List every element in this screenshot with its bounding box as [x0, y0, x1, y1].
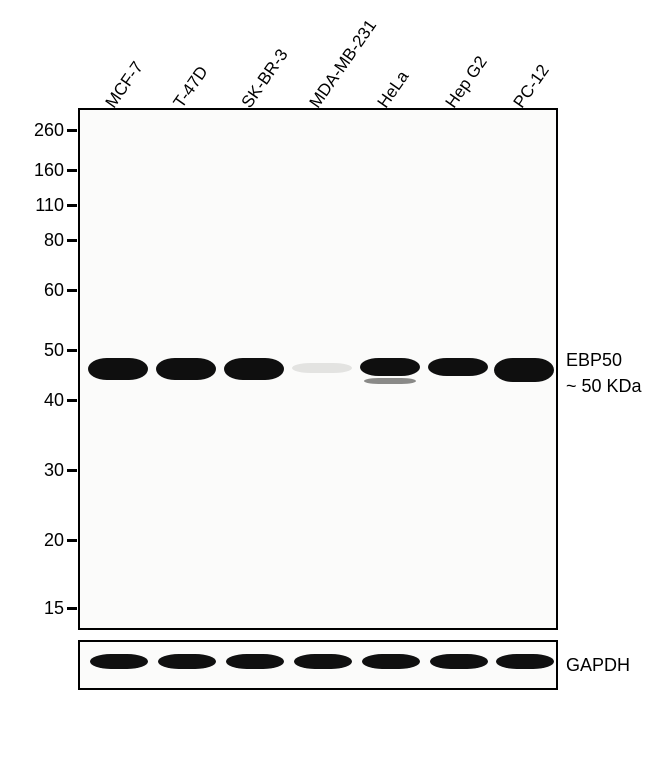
right-label: GAPDH [566, 655, 630, 676]
ebp50-band [292, 363, 352, 373]
ebp50-band-lower [364, 378, 416, 384]
mw-label: 80 [20, 230, 64, 251]
lane-label: SK-BR-3 [238, 46, 293, 112]
tick-mark [67, 349, 77, 352]
tick-mark [67, 469, 77, 472]
figure-container: MCF-7 T-47D SK-BR-3MDA-MB-231HeLa Hep G2 PC-… [0, 0, 650, 757]
right-label: ~ 50 KDa [566, 376, 642, 397]
mw-label: 160 [20, 160, 64, 181]
ebp50-band [156, 358, 216, 380]
ebp50-band [360, 358, 420, 376]
gapdh-band [226, 654, 284, 669]
lane-label: PC-12 [510, 61, 554, 112]
lane-label: MCF-7 [102, 58, 148, 112]
gapdh-band [362, 654, 420, 669]
ebp50-band [224, 358, 284, 380]
mw-label: 15 [20, 598, 64, 619]
tick-mark [67, 399, 77, 402]
tick-mark [67, 129, 77, 132]
lane-label: HeLa [374, 67, 414, 112]
mw-label: 40 [20, 390, 64, 411]
mw-label: 30 [20, 460, 64, 481]
lane-label: T-47D [170, 63, 213, 112]
mw-label: 20 [20, 530, 64, 551]
tick-mark [67, 539, 77, 542]
tick-mark [67, 169, 77, 172]
gapdh-band [294, 654, 352, 669]
lane-label: MDA-MB-231 [306, 16, 381, 112]
ebp50-band [88, 358, 148, 380]
ebp50-band [494, 358, 554, 382]
tick-mark [67, 289, 77, 292]
mw-label: 110 [20, 195, 64, 216]
tick-mark [67, 607, 77, 610]
lane-label: Hep G2 [442, 53, 492, 112]
gapdh-band [158, 654, 216, 669]
gapdh-band [430, 654, 488, 669]
tick-mark [67, 239, 77, 242]
right-label: EBP50 [566, 350, 622, 371]
mw-label: 260 [20, 120, 64, 141]
mw-label: 50 [20, 340, 64, 361]
mw-label: 60 [20, 280, 64, 301]
gapdh-band [496, 654, 554, 669]
gapdh-band [90, 654, 148, 669]
ebp50-band [428, 358, 488, 376]
tick-mark [67, 204, 77, 207]
